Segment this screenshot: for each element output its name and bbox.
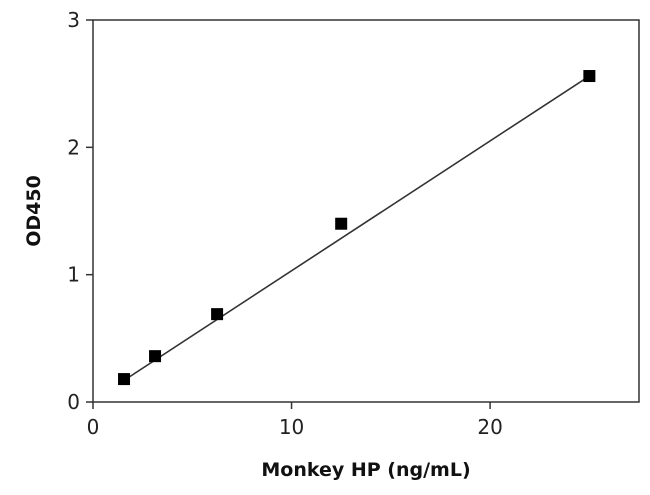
y-tick-label: 1 — [67, 263, 80, 287]
data-point — [211, 308, 224, 321]
data-point — [149, 350, 162, 363]
data-points — [118, 70, 596, 386]
data-point — [118, 373, 131, 386]
y-tick-label: 3 — [67, 8, 80, 32]
data-point — [335, 217, 348, 230]
fit-line — [123, 75, 590, 382]
x-tick-label: 0 — [87, 415, 100, 439]
y-axis-title: OD450 — [23, 175, 45, 247]
fit-line-group — [123, 75, 590, 382]
y-tick-label: 0 — [67, 390, 80, 414]
x-tick-label: 10 — [279, 415, 304, 439]
plot-frame — [92, 19, 640, 403]
ticks: 0 10 20 0 1 2 3 — [67, 8, 503, 439]
x-tick-label: 20 — [477, 415, 502, 439]
x-axis-title: Monkey HP (ng/mL) — [261, 459, 470, 481]
data-point — [583, 70, 596, 83]
y-tick-label: 2 — [67, 135, 80, 159]
